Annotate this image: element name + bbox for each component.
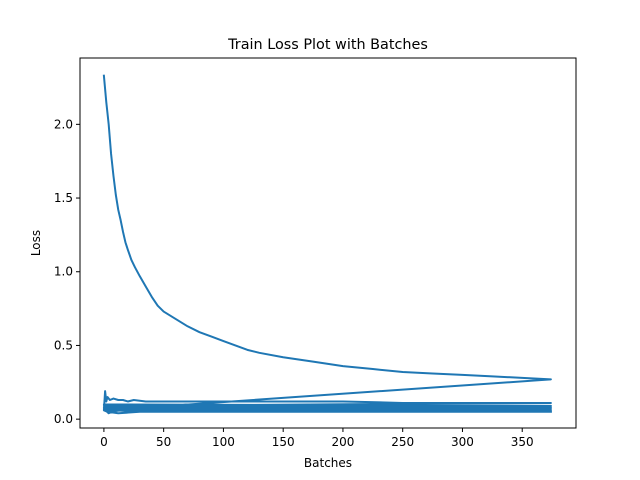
- x-tick-label: 100: [212, 435, 235, 449]
- y-axis-ticks: 0.0 0.5 1.0 1.5 2.0: [54, 117, 80, 426]
- x-axis-label: Batches: [304, 456, 352, 470]
- x-axis-ticks: 0 50 100 150 200 250 300 350: [100, 428, 534, 449]
- y-tick-label: 0.0: [54, 412, 73, 426]
- plot-area: [80, 58, 576, 428]
- y-axis-label: Loss: [29, 230, 43, 256]
- y-tick-label: 1.5: [54, 191, 73, 205]
- series-layer: [102, 74, 552, 415]
- x-tick-label: 300: [451, 435, 474, 449]
- x-tick-label: 200: [331, 435, 354, 449]
- x-tick-label: 150: [272, 435, 295, 449]
- x-tick-label: 50: [156, 435, 171, 449]
- plot-frame: [79, 57, 577, 429]
- chart-title: Train Loss Plot with Batches: [227, 37, 428, 53]
- y-tick-label: 0.5: [54, 338, 73, 352]
- x-tick-label: 250: [391, 435, 414, 449]
- y-tick-label: 2.0: [54, 117, 73, 131]
- x-tick-label: 350: [511, 435, 534, 449]
- x-tick-label: 0: [100, 435, 108, 449]
- y-tick-label: 1.0: [54, 265, 73, 279]
- series-line-0: [102, 74, 552, 415]
